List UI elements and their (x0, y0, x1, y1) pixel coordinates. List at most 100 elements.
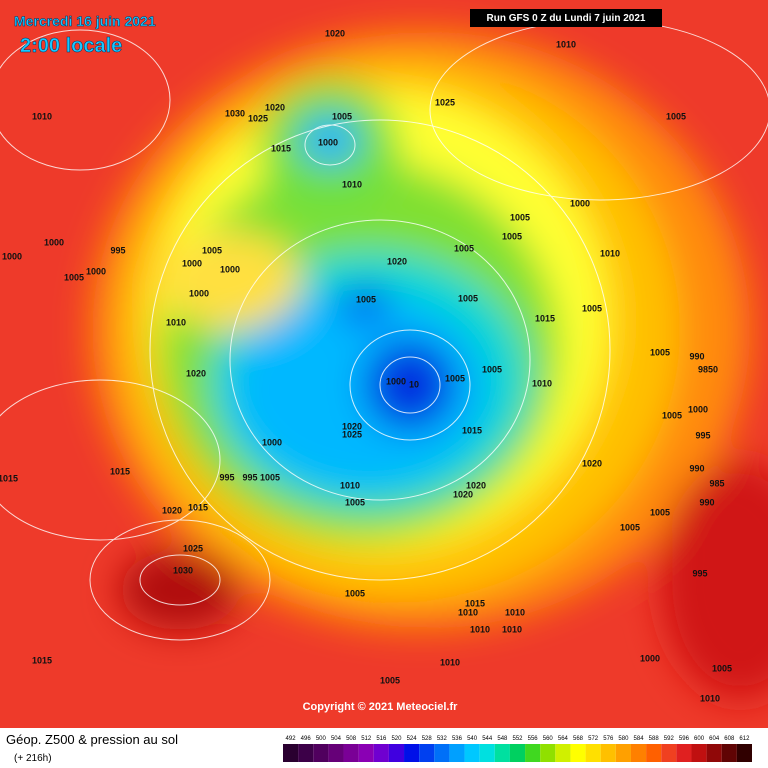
isobar-label: 1005 (482, 364, 502, 374)
isobar-label: 1020 (387, 256, 407, 266)
isobar-label: 990 (689, 351, 704, 361)
field (0, 0, 768, 728)
isobar-label: 1005 (64, 272, 84, 282)
isobar-label: 1020 (453, 489, 473, 499)
scale-swatch (494, 744, 510, 762)
isobar-label: 1020 (342, 421, 362, 431)
scale-swatch (373, 744, 389, 762)
scale-swatch (419, 744, 435, 762)
isobar-label: 1005 (356, 294, 376, 304)
copyright: Copyright © 2021 Meteociel.fr (303, 701, 459, 713)
isobar-label: 1005 (380, 675, 400, 685)
scale-swatch (283, 744, 299, 762)
isobar-label: 1005 (332, 111, 352, 121)
isobar-label: 1015 (0, 473, 18, 483)
run-info: Run GFS 0 Z du Lundi 7 juin 2021 (487, 13, 646, 24)
scale-label: 512 (361, 736, 372, 742)
isobar-label: 1010 (440, 657, 460, 667)
scale-label: 500 (316, 736, 327, 742)
isobar-label: 1010 (458, 607, 478, 617)
isobar-label: 1010 (600, 248, 620, 258)
isobar-label: 1015 (188, 502, 208, 512)
isobar-label: 1005 (445, 373, 465, 383)
scale-label: 492 (286, 736, 297, 742)
isobar-label: 1020 (186, 368, 206, 378)
scale-swatch (555, 744, 571, 762)
isobar-label: 995 (219, 472, 234, 482)
isobar-label: 1025 (435, 97, 455, 107)
scale-swatch (298, 744, 314, 762)
scale-label: 568 (573, 736, 584, 742)
isobar-label: 995 (695, 430, 710, 440)
scale-label: 496 (301, 736, 312, 742)
scale-label: 532 (437, 736, 448, 742)
isobar-label: 1010 (470, 624, 490, 634)
scale-label: 564 (558, 736, 569, 742)
scale-label: 528 (422, 736, 433, 742)
scale-swatch (464, 744, 480, 762)
scale-swatch (358, 744, 374, 762)
scale-swatch (570, 744, 586, 762)
scale-label: 608 (724, 736, 735, 742)
isobar-label: 1010 (502, 624, 522, 634)
isobar-label: 1005 (650, 347, 670, 357)
isobar-label: 1000 (2, 251, 22, 261)
isobar-label: 1000 (44, 237, 64, 247)
scale-swatch (676, 744, 692, 762)
scale-label: 584 (634, 736, 645, 742)
isobar-label: 1025 (342, 429, 362, 439)
scale-swatch (661, 744, 677, 762)
scale-swatch (479, 744, 495, 762)
scale-swatch (509, 744, 526, 762)
time: 2:00 locale (20, 35, 122, 57)
isobar-label: 1000 (86, 266, 106, 276)
isobar-label: 985 (709, 478, 724, 488)
isobar-label: 1005 (260, 472, 280, 482)
isobar-label: 1005 (458, 293, 478, 303)
isobar-label: 1005 (202, 245, 222, 255)
scale-label: 536 (452, 736, 463, 742)
scale-swatch (328, 744, 344, 762)
scale-swatch (388, 744, 405, 762)
scale-label: 612 (739, 736, 750, 742)
isobar-label: 1015 (462, 425, 482, 435)
isobar-label: 1000 (182, 258, 202, 268)
isobar-label: 1015 (110, 466, 130, 476)
isobar-label: 1030 (173, 565, 193, 575)
isobar-label: 1010 (166, 317, 186, 327)
scale-swatch (736, 744, 752, 762)
isobar-label: 1000 (570, 198, 590, 208)
scale-label: 572 (588, 736, 599, 742)
isobar-label: 1015 (271, 143, 291, 153)
scale-swatch (404, 744, 420, 762)
scale-swatch (646, 744, 662, 762)
scale-label: 580 (618, 736, 629, 742)
run-box (470, 9, 662, 27)
isobar-label: 1005 (582, 303, 602, 313)
scale-label: 540 (467, 736, 478, 742)
isobar-label: 1015 (465, 598, 485, 608)
isobar-label: 990 (689, 463, 704, 473)
scale-swatch (630, 744, 647, 762)
isobar-label: 995 (110, 245, 125, 255)
isobar-label: 1020 (325, 28, 345, 38)
isobar-label: 1000 (262, 437, 282, 447)
scale-label: 552 (512, 736, 523, 742)
isobar-label: 1010 (700, 693, 720, 703)
isobar-label: 1005 (454, 243, 474, 253)
footer-subtitle: (+ 216h) (14, 753, 52, 764)
isobar-label: 1015 (32, 655, 52, 665)
scale-label: 556 (528, 736, 539, 742)
isobar-label: 1020 (582, 458, 602, 468)
isobar-label: 1005 (345, 497, 365, 507)
isobar-label: 1025 (183, 543, 203, 553)
isobar-label: 1000 (318, 137, 338, 147)
scale-swatch (449, 744, 465, 762)
scale-swatch (343, 744, 359, 762)
scale-label: 544 (482, 736, 493, 742)
scale-swatch (540, 744, 556, 762)
isobar-label: 1000 (189, 288, 209, 298)
isobar-label: 1005 (345, 588, 365, 598)
scale-label: 600 (694, 736, 705, 742)
